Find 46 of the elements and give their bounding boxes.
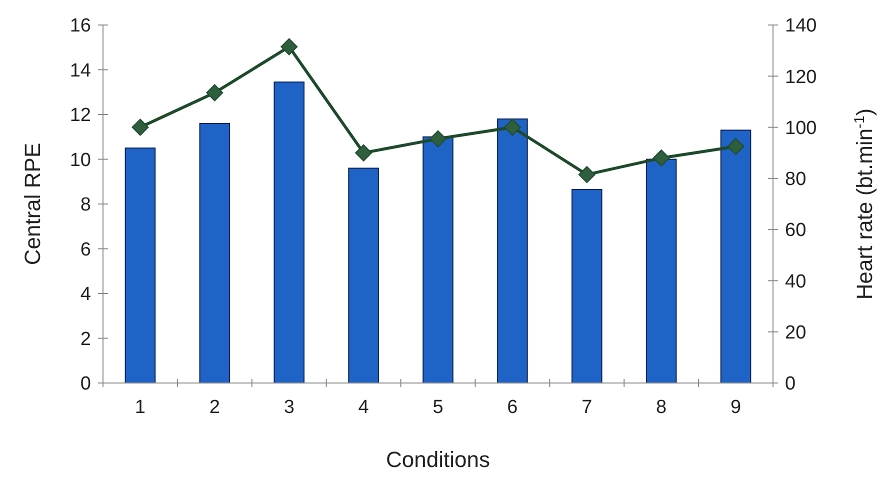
point	[206, 84, 224, 102]
point	[355, 144, 372, 162]
y2-tick-label: 20	[785, 322, 806, 344]
bar	[646, 158, 677, 384]
point	[132, 118, 149, 136]
y2-tick-label: 40	[785, 271, 806, 292]
point	[578, 166, 596, 184]
x-tick-label: 6	[507, 397, 518, 418]
x-tick-label: 2	[209, 397, 220, 418]
point	[727, 138, 744, 155]
bar	[348, 168, 379, 384]
y-tick-label: 6	[80, 239, 91, 260]
x-tick-label: 5	[432, 397, 444, 418]
y2-tick-label: 60	[785, 220, 806, 242]
bar	[572, 188, 602, 384]
y-tick-label: 16	[70, 16, 91, 37]
x-axis-title: Conditions	[386, 447, 490, 472]
bar	[274, 82, 304, 384]
x-tick-label: 1	[134, 397, 146, 418]
bar	[124, 148, 156, 384]
y2-tick-label: 0	[785, 374, 796, 395]
point	[504, 118, 521, 136]
y-tick-label: 14	[70, 60, 92, 82]
y-tick-label: 8	[80, 194, 91, 216]
x-tick-label: 4	[358, 397, 370, 418]
y-tick-label: 0	[80, 374, 91, 395]
x-tick-label: 3	[284, 397, 294, 418]
bar	[199, 122, 230, 384]
x-tick-label: 9	[730, 397, 742, 418]
x-tick-label: 7	[582, 397, 592, 418]
y2-tick-label: 80	[785, 169, 806, 190]
y2-tick-label: 120	[785, 66, 817, 88]
point	[430, 130, 446, 148]
y2-tick-label: 140	[785, 16, 817, 37]
y-tick-label: 4	[80, 284, 92, 306]
bar	[497, 118, 528, 384]
y-tick-label: 10	[70, 150, 91, 171]
y-tick-label: 2	[80, 328, 91, 350]
bar	[422, 136, 454, 384]
y2-tick-label: 100	[785, 118, 817, 139]
y-axis-title: Central RPE	[20, 142, 45, 266]
point	[652, 149, 670, 166]
point	[280, 38, 298, 56]
y-tick-label: 12	[70, 105, 91, 126]
bar	[720, 130, 752, 384]
x-tick-label: 8	[656, 397, 667, 418]
